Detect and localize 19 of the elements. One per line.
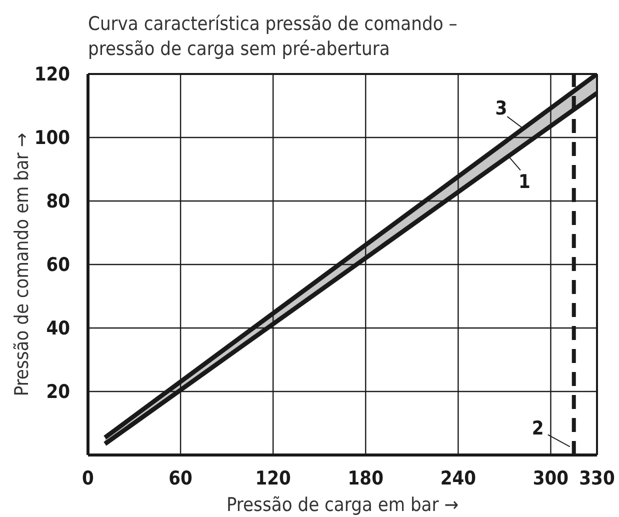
chart-title: Curva característica pressão de comando – pressão de carga sem pré-abertura <box>88 12 458 62</box>
x-tick-label: 240 <box>440 467 476 490</box>
y-tick-label: 100 <box>34 127 70 150</box>
x-tick-label: 330 <box>579 467 615 490</box>
x-tick-label: 0 <box>82 467 94 490</box>
y-tick-label: 120 <box>34 64 70 86</box>
x-tick-label: 300 <box>532 467 569 490</box>
series-label: 3 <box>495 98 508 120</box>
annotation: 2 <box>532 418 544 440</box>
x-tick-label: 60 <box>168 467 193 490</box>
x-axis-title: Pressão de carga em bar → <box>226 494 459 516</box>
y-axis-title: Pressão de comando em bar → <box>11 132 33 396</box>
y-tick-label: 20 <box>46 381 70 404</box>
y-tick-label: 80 <box>46 190 70 213</box>
x-tick-label: 120 <box>255 467 292 490</box>
y-tick-label: 60 <box>46 254 70 276</box>
x-tick-label: 180 <box>348 467 384 490</box>
y-tick-label: 40 <box>46 318 70 340</box>
legend-label: 1 <box>518 171 530 194</box>
